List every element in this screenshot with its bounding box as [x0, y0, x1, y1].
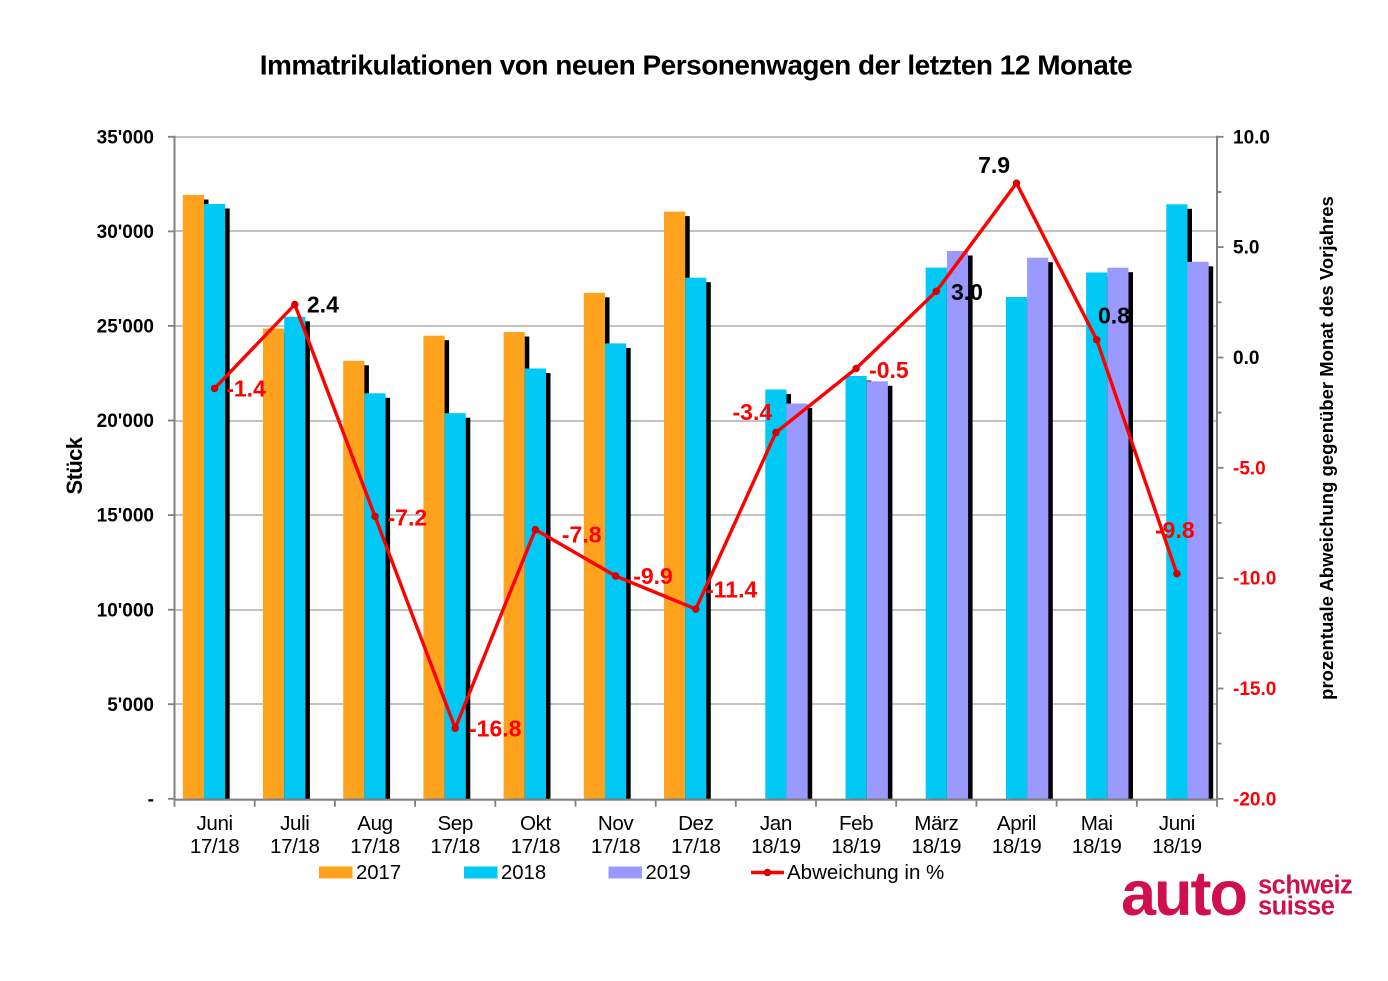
svg-text:Stück: Stück — [62, 436, 87, 494]
svg-text:17/18: 17/18 — [430, 835, 480, 858]
svg-text:18/19: 18/19 — [831, 835, 881, 858]
svg-text:18/19: 18/19 — [992, 835, 1042, 858]
svg-text:2018: 2018 — [501, 862, 546, 884]
svg-text:Jan: Jan — [760, 812, 792, 835]
svg-text:suisse: suisse — [1258, 893, 1335, 921]
svg-text:2019: 2019 — [646, 862, 691, 884]
svg-text:18/19: 18/19 — [1072, 835, 1122, 858]
svg-text:10'000: 10'000 — [97, 600, 154, 621]
svg-text:15'000: 15'000 — [97, 506, 154, 527]
svg-text:35'000: 35'000 — [97, 127, 154, 148]
svg-text:5.0: 5.0 — [1233, 238, 1259, 259]
svg-text:18/19: 18/19 — [912, 835, 962, 858]
svg-text:-10.0: -10.0 — [1233, 569, 1276, 590]
svg-text:Aug: Aug — [357, 812, 392, 835]
svg-text:17/18: 17/18 — [591, 835, 641, 858]
svg-text:-7.8: -7.8 — [562, 522, 602, 548]
svg-text:-9.8: -9.8 — [1155, 517, 1195, 543]
svg-text:Abweichung in %: Abweichung in % — [787, 861, 944, 884]
svg-text:-7.2: -7.2 — [388, 505, 428, 531]
svg-text:-16.8: -16.8 — [469, 716, 522, 742]
svg-text:Juli: Juli — [280, 812, 309, 835]
svg-text:Okt: Okt — [520, 812, 552, 835]
svg-text:Immatrikulationen von neuen Pe: Immatrikulationen von neuen Personenwage… — [260, 50, 1132, 81]
svg-text:-0.5: -0.5 — [869, 357, 909, 383]
svg-text:18/19: 18/19 — [1152, 835, 1202, 858]
svg-text:3.0: 3.0 — [951, 279, 983, 305]
svg-text:-15.0: -15.0 — [1233, 679, 1276, 700]
svg-text:0.8: 0.8 — [1098, 303, 1130, 329]
svg-text:2.4: 2.4 — [307, 292, 339, 318]
svg-text:17/18: 17/18 — [511, 835, 561, 858]
svg-text:17/18: 17/18 — [270, 835, 320, 858]
svg-text:17/18: 17/18 — [190, 835, 240, 858]
svg-text:-9.9: -9.9 — [633, 563, 673, 589]
svg-text:25'000: 25'000 — [97, 317, 154, 338]
svg-text:Mai: Mai — [1081, 812, 1113, 835]
svg-text:17/18: 17/18 — [350, 835, 400, 858]
svg-text:-3.4: -3.4 — [733, 399, 773, 425]
svg-text:März: März — [914, 812, 958, 835]
svg-text:10.0: 10.0 — [1233, 127, 1270, 148]
svg-text:Sep: Sep — [437, 812, 472, 835]
svg-text:-20.0: -20.0 — [1233, 789, 1276, 810]
svg-text:18/19: 18/19 — [751, 835, 801, 858]
svg-text:7.9: 7.9 — [978, 152, 1010, 178]
svg-text:-: - — [148, 789, 154, 810]
svg-text:-11.4: -11.4 — [706, 577, 757, 603]
svg-text:-1.4: -1.4 — [226, 376, 266, 402]
svg-text:April: April — [997, 812, 1036, 835]
svg-text:5'000: 5'000 — [107, 695, 154, 716]
svg-text:Dez: Dez — [678, 812, 714, 835]
svg-text:auto: auto — [1121, 859, 1247, 929]
svg-text:17/18: 17/18 — [671, 835, 721, 858]
svg-text:0.0: 0.0 — [1233, 348, 1259, 369]
svg-text:20'000: 20'000 — [97, 411, 154, 432]
svg-text:schweiz: schweiz — [1258, 872, 1352, 900]
svg-text:prozentuale Abweichung gegenüb: prozentuale Abweichung gegenüber Monat d… — [1316, 196, 1337, 700]
svg-text:Juni: Juni — [197, 812, 233, 835]
svg-text:2017: 2017 — [356, 862, 401, 884]
svg-text:-5.0: -5.0 — [1233, 458, 1266, 479]
svg-text:30'000: 30'000 — [97, 222, 154, 243]
svg-text:Juni: Juni — [1159, 812, 1195, 835]
svg-text:Nov: Nov — [598, 812, 635, 835]
svg-text:Feb: Feb — [839, 812, 873, 835]
